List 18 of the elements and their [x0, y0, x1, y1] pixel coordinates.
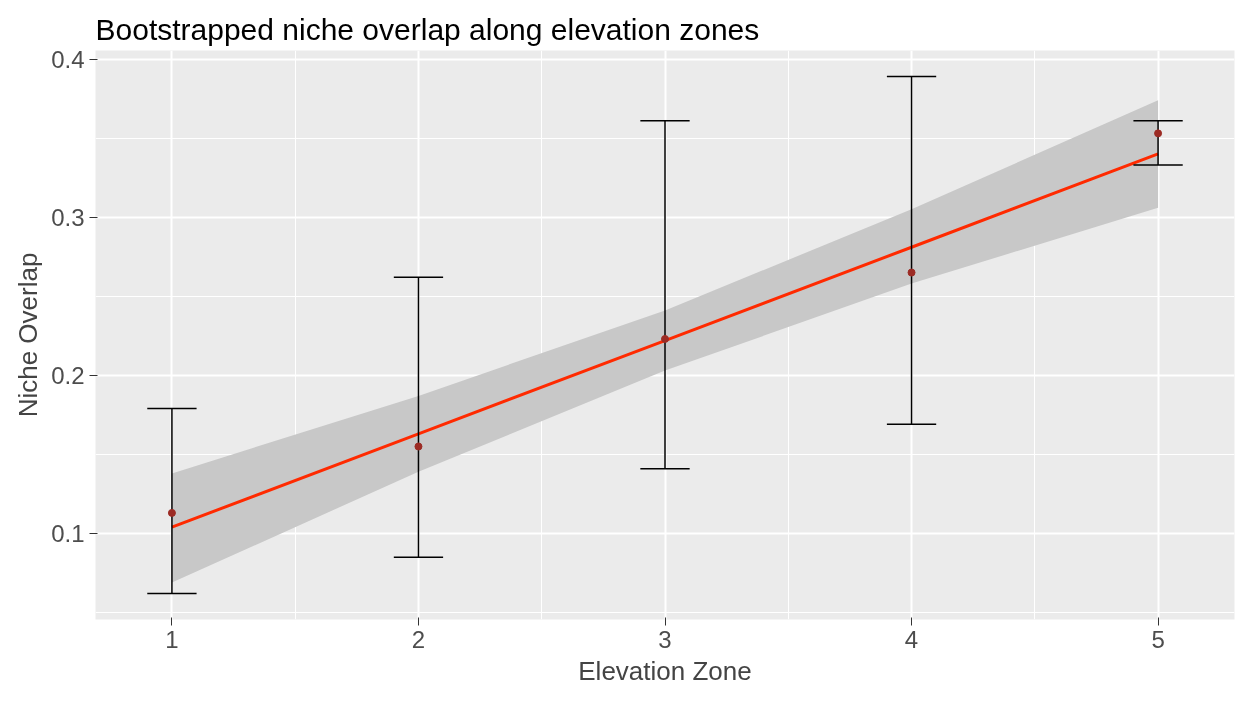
y-tick-label: 0.1 — [51, 519, 85, 547]
x-tick-label: 2 — [411, 625, 426, 653]
y-tick-label: 0.3 — [51, 203, 85, 231]
x-tick-label: 5 — [1151, 625, 1165, 653]
point — [167, 508, 176, 517]
y-tick-label: 0.2 — [51, 361, 85, 389]
point — [661, 334, 669, 343]
x-axis-title: Elevation Zone — [578, 655, 752, 686]
y-tick-label: 0.4 — [51, 45, 85, 73]
line-series — [170, 152, 1160, 529]
chart-title: Bootstrapped niche overlap along elevation zones — [95, 12, 760, 46]
x-tick-label: 4 — [904, 625, 919, 653]
point — [907, 268, 916, 277]
x-tick-label: 3 — [658, 625, 672, 653]
point — [1154, 129, 1163, 138]
point — [414, 442, 423, 451]
x-tick-label: 1 — [165, 625, 179, 653]
y-axis-title: Niche Overlap — [13, 252, 44, 418]
